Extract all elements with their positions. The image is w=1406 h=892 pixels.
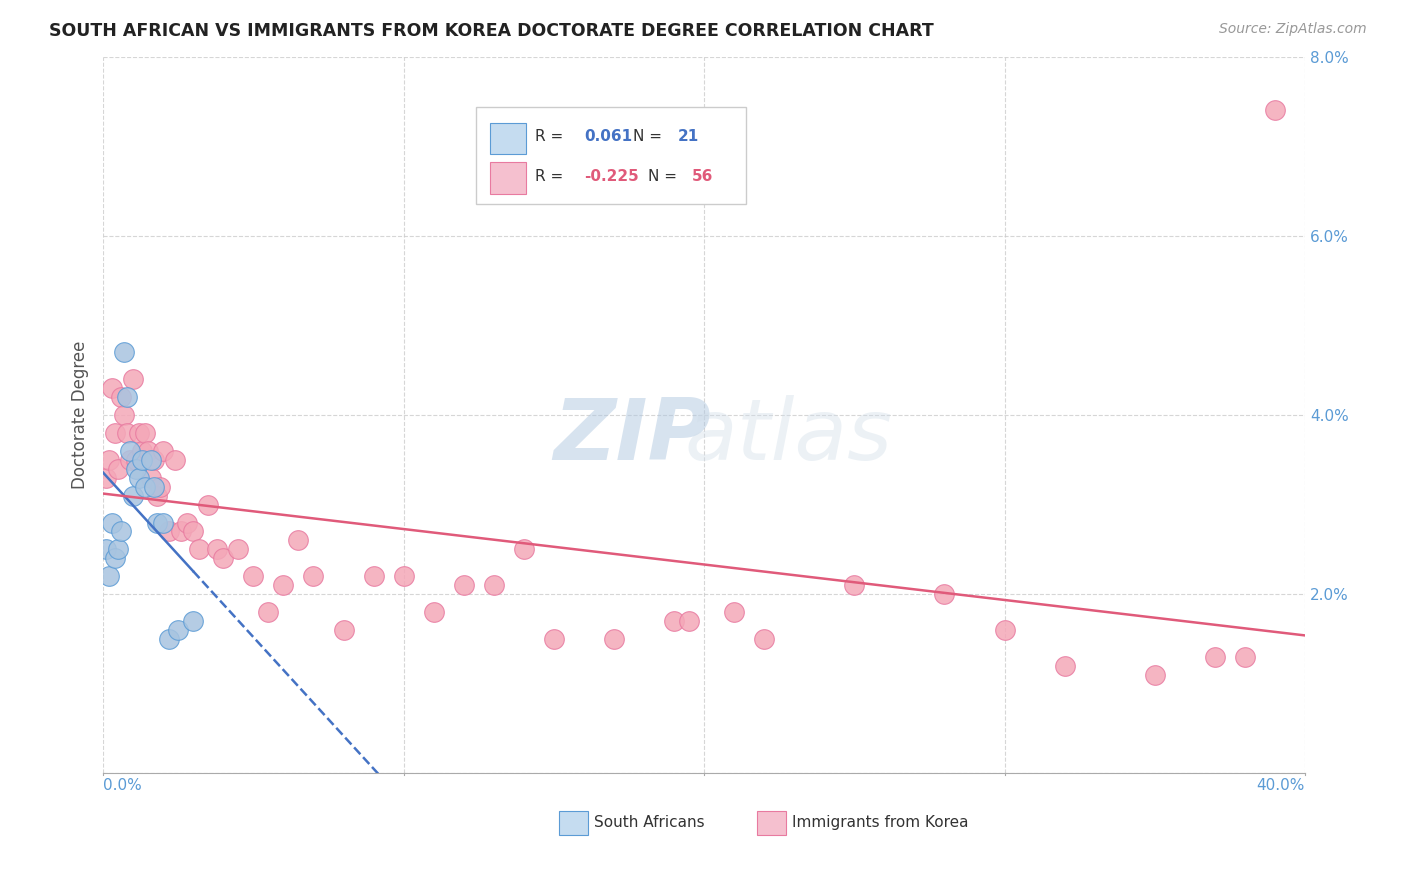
Point — [167, 623, 190, 637]
Y-axis label: Doctorate Degree: Doctorate Degree — [72, 341, 89, 489]
Point — [152, 516, 174, 530]
Point — [115, 425, 138, 440]
Point — [112, 408, 135, 422]
FancyBboxPatch shape — [756, 811, 786, 835]
Text: N =: N = — [633, 129, 666, 145]
Point — [115, 390, 138, 404]
Point — [482, 578, 505, 592]
Point — [94, 542, 117, 557]
Text: 0.061: 0.061 — [583, 129, 633, 145]
Text: ZIP: ZIP — [553, 395, 711, 478]
Point — [143, 480, 166, 494]
Point — [120, 452, 142, 467]
Point — [176, 516, 198, 530]
Text: 56: 56 — [692, 169, 713, 184]
Point — [157, 632, 180, 646]
Point — [157, 524, 180, 539]
Text: -0.225: -0.225 — [583, 169, 638, 184]
Point — [302, 569, 325, 583]
Point — [603, 632, 626, 646]
Point — [1233, 649, 1256, 664]
Point — [94, 471, 117, 485]
Point — [392, 569, 415, 583]
Point — [141, 452, 163, 467]
Point — [107, 462, 129, 476]
Point — [98, 569, 121, 583]
Point — [101, 381, 124, 395]
Text: Source: ZipAtlas.com: Source: ZipAtlas.com — [1219, 22, 1367, 37]
Point — [104, 425, 127, 440]
Point — [994, 623, 1017, 637]
Point — [107, 542, 129, 557]
Point — [152, 443, 174, 458]
Point — [453, 578, 475, 592]
Point — [207, 542, 229, 557]
Point — [273, 578, 295, 592]
FancyBboxPatch shape — [558, 811, 588, 835]
Point — [181, 524, 204, 539]
Point — [122, 372, 145, 386]
Point — [1204, 649, 1226, 664]
Point — [287, 533, 309, 548]
Point — [228, 542, 250, 557]
Point — [122, 489, 145, 503]
Point — [128, 425, 150, 440]
Text: R =: R = — [534, 169, 568, 184]
Text: South Africans: South Africans — [593, 815, 704, 830]
Point — [257, 605, 280, 619]
Point — [128, 471, 150, 485]
Text: Immigrants from Korea: Immigrants from Korea — [792, 815, 969, 830]
Point — [754, 632, 776, 646]
Point — [934, 587, 956, 601]
Point — [181, 614, 204, 628]
Point — [363, 569, 385, 583]
Text: N =: N = — [648, 169, 682, 184]
FancyBboxPatch shape — [475, 107, 747, 203]
Point — [543, 632, 565, 646]
Point — [110, 390, 132, 404]
Point — [723, 605, 745, 619]
Point — [131, 443, 153, 458]
Point — [143, 452, 166, 467]
FancyBboxPatch shape — [491, 162, 526, 194]
Point — [146, 516, 169, 530]
Point — [422, 605, 444, 619]
Point — [110, 524, 132, 539]
Point — [844, 578, 866, 592]
Point — [104, 551, 127, 566]
Point — [1143, 667, 1166, 681]
Point — [134, 480, 156, 494]
Point — [98, 452, 121, 467]
Point — [131, 452, 153, 467]
Point — [1053, 658, 1076, 673]
Point — [146, 489, 169, 503]
Point — [165, 452, 187, 467]
Point — [662, 614, 685, 628]
Text: R =: R = — [534, 129, 568, 145]
Point — [125, 452, 148, 467]
Point — [141, 471, 163, 485]
Point — [1264, 103, 1286, 118]
Point — [242, 569, 264, 583]
Point — [112, 345, 135, 359]
Point — [134, 425, 156, 440]
Point — [513, 542, 536, 557]
Point — [149, 480, 172, 494]
Point — [125, 462, 148, 476]
Point — [101, 516, 124, 530]
Point — [678, 614, 700, 628]
Text: 40.0%: 40.0% — [1257, 778, 1305, 793]
Text: atlas: atlas — [685, 395, 893, 478]
Point — [136, 443, 159, 458]
Point — [197, 498, 219, 512]
Text: 0.0%: 0.0% — [103, 778, 142, 793]
Point — [170, 524, 193, 539]
FancyBboxPatch shape — [491, 122, 526, 154]
Point — [332, 623, 354, 637]
Point — [120, 443, 142, 458]
Point — [212, 551, 235, 566]
Point — [188, 542, 211, 557]
Text: 21: 21 — [678, 129, 699, 145]
Text: SOUTH AFRICAN VS IMMIGRANTS FROM KOREA DOCTORATE DEGREE CORRELATION CHART: SOUTH AFRICAN VS IMMIGRANTS FROM KOREA D… — [49, 22, 934, 40]
